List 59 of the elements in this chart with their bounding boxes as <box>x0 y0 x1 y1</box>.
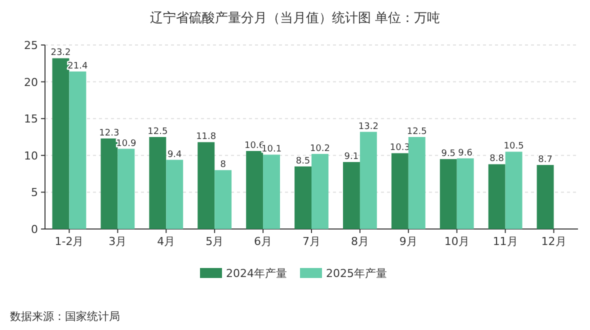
x-tick-label: 10月 <box>444 235 470 248</box>
bar <box>440 159 457 229</box>
bar <box>294 166 312 229</box>
data-label: 10.5 <box>504 142 524 152</box>
y-tick-label: 15 <box>24 112 38 126</box>
data-label: 23.2 <box>50 48 71 58</box>
data-label: 8.7 <box>538 154 552 165</box>
bar <box>263 154 280 229</box>
data-label: 13.2 <box>358 122 378 132</box>
chart-title: 辽宁省硫酸产量分月（当月值）统计图 单位：万吨 <box>150 10 440 26</box>
x-tick-label: 1-2月 <box>54 235 84 248</box>
bar <box>198 142 215 229</box>
legend-label: 2024年产量 <box>226 267 287 280</box>
data-label: 8.8 <box>490 154 504 164</box>
data-label: 9.4 <box>167 150 182 160</box>
data-label: 9.1 <box>344 152 359 162</box>
bar <box>52 58 70 229</box>
y-tick-label: 0 <box>31 223 38 236</box>
bar <box>488 164 506 229</box>
x-tick-label: 6月 <box>254 235 272 248</box>
bar <box>149 137 166 229</box>
data-label: 11.8 <box>196 132 216 142</box>
bar <box>360 132 377 229</box>
y-tick-label: 20 <box>24 76 38 89</box>
data-label: 12.5 <box>148 127 168 137</box>
x-tick-label: 7月 <box>302 235 320 248</box>
x-tick-label: 12月 <box>541 235 566 248</box>
y-tick-label: 5 <box>31 186 38 200</box>
x-tick-label: 11月 <box>492 235 518 248</box>
bar <box>69 71 86 229</box>
y-tick-label: 25 <box>24 39 38 52</box>
data-label: 9.5 <box>441 149 456 160</box>
x-tick-label: 9月 <box>399 235 418 248</box>
data-label: 8.5 <box>296 156 310 166</box>
data-label: 10.2 <box>310 144 330 154</box>
bar <box>408 137 426 229</box>
bar <box>505 152 522 229</box>
y-tick-label: 10 <box>24 149 38 162</box>
data-label: 10.1 <box>262 144 282 155</box>
bar <box>391 153 408 229</box>
bar <box>100 138 118 229</box>
legend-label: 2025年产量 <box>326 267 387 280</box>
bar <box>246 150 264 229</box>
bar <box>118 148 135 229</box>
bar <box>312 154 328 229</box>
bar <box>166 160 184 229</box>
source-note: 数据来源：国家统计局 <box>10 310 120 323</box>
data-label: 12.3 <box>99 128 120 138</box>
x-tick-label: 3月 <box>108 235 127 248</box>
data-label: 12.5 <box>406 127 427 137</box>
bar <box>342 162 360 229</box>
data-label: 8 <box>220 160 226 170</box>
data-label: 9.6 <box>458 148 473 158</box>
x-tick-label: 5月 <box>206 235 224 248</box>
bar <box>456 158 474 229</box>
bar <box>536 164 554 229</box>
x-tick-label: 8月 <box>350 235 369 248</box>
x-tick-label: 4月 <box>157 235 176 248</box>
bar <box>214 170 232 229</box>
